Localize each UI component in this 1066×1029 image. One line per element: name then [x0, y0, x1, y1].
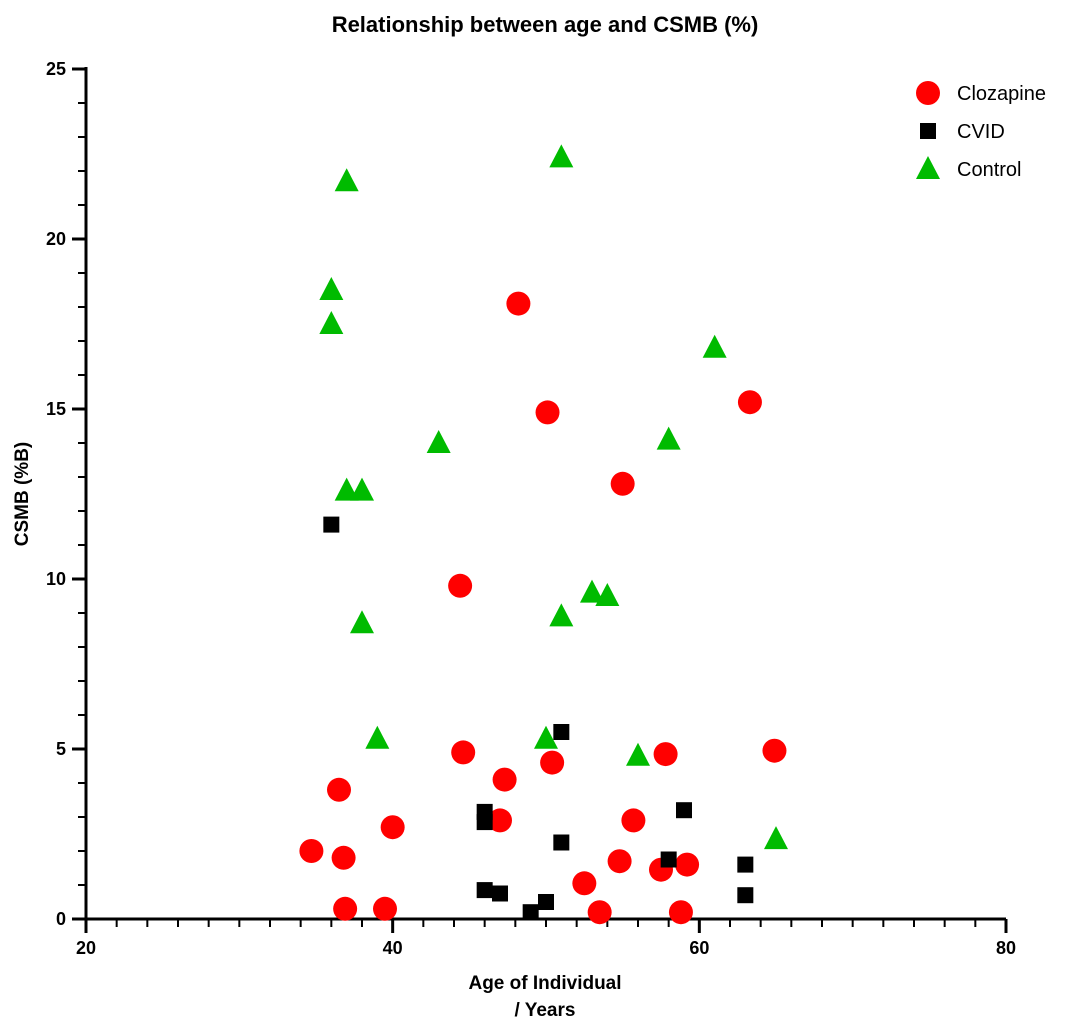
- clozapine-point: [488, 808, 512, 833]
- clozapine-point: [331, 845, 356, 870]
- x-tick-label: 60: [689, 938, 709, 958]
- control-point: [702, 334, 727, 358]
- x-tick-label: 20: [76, 938, 96, 958]
- cvid-point: [538, 894, 554, 910]
- y-tick-label: 5: [56, 739, 66, 759]
- x-axis-label-line-2: / Years: [515, 1000, 576, 1021]
- control-point: [350, 477, 374, 501]
- control-point: [534, 725, 558, 749]
- control-point: [350, 610, 374, 634]
- clozapine-point: [448, 573, 473, 598]
- legend: Clozapine CVID Control: [916, 81, 1046, 181]
- clozapine-point: [327, 777, 351, 802]
- y-tick-label: 10: [46, 569, 66, 589]
- clozapine-point: [668, 900, 693, 925]
- control-point: [365, 725, 390, 749]
- legend-cvid-label: CVID: [957, 121, 1005, 143]
- clozapine-point: [380, 815, 405, 840]
- cvid-point: [492, 885, 508, 902]
- chart-title: Relationship between age and CSMB (%): [332, 12, 759, 37]
- clozapine-point: [451, 740, 476, 765]
- legend-control-label: Control: [957, 159, 1021, 181]
- control-point: [319, 311, 344, 334]
- clozapine-point: [587, 900, 612, 925]
- clozapine-point: [373, 896, 397, 921]
- clozapine-point: [610, 471, 635, 496]
- y-axis: 0 5 10 15 20 25 CSMB (%B): [12, 59, 88, 929]
- control-point: [595, 583, 620, 606]
- clozapine-point: [540, 750, 565, 775]
- cvid-point: [553, 834, 570, 851]
- clozapine-point: [506, 291, 531, 316]
- clozapine-point: [653, 742, 678, 767]
- cvid-point: [737, 856, 754, 873]
- clozapine-point: [492, 767, 517, 792]
- clozapine-point: [762, 738, 787, 763]
- control-point: [334, 168, 359, 192]
- control-point: [549, 144, 574, 168]
- control-point: [764, 826, 788, 850]
- data-points: [299, 144, 788, 925]
- cvid-point: [522, 904, 539, 921]
- clozapine-point: [572, 871, 597, 896]
- legend-clozapine-label: Clozapine: [957, 83, 1046, 105]
- y-axis-label: CSMB (%B): [12, 442, 33, 547]
- cvid-point: [476, 814, 493, 831]
- cvid-point: [476, 882, 493, 899]
- clozapine-point: [535, 400, 560, 425]
- control-point: [319, 277, 344, 300]
- control-point: [549, 603, 574, 627]
- cvid-point: [660, 851, 677, 868]
- legend-control-marker: [916, 156, 940, 179]
- y-tick-label: 15: [46, 399, 66, 419]
- control-point: [656, 426, 681, 450]
- clozapine-point: [299, 839, 324, 863]
- cvid-point: [676, 802, 692, 819]
- cvid-point: [323, 516, 340, 533]
- x-tick-label: 40: [383, 938, 403, 958]
- legend-clozapine-marker: [916, 81, 940, 105]
- clozapine-point: [675, 852, 700, 877]
- control-point: [626, 742, 650, 766]
- clozapine-point: [737, 390, 762, 415]
- control-point: [334, 477, 359, 501]
- y-tick-label: 25: [46, 59, 66, 79]
- clozapine-point: [607, 849, 632, 874]
- x-axis: 20 40 60 80 Age of Individual / Years: [76, 917, 1016, 1021]
- clozapine-point: [621, 808, 646, 833]
- y-tick-label: 20: [46, 229, 66, 249]
- legend-cvid-marker: [920, 123, 936, 139]
- x-tick-label: 80: [996, 938, 1016, 958]
- cvid-point: [737, 887, 754, 904]
- control-point: [580, 579, 604, 603]
- clozapine-point: [333, 896, 358, 921]
- x-axis-label-line-1: Age of Individual: [468, 973, 621, 994]
- control-point: [426, 430, 451, 453]
- cvid-point: [553, 724, 570, 740]
- y-tick-label: 0: [56, 909, 66, 929]
